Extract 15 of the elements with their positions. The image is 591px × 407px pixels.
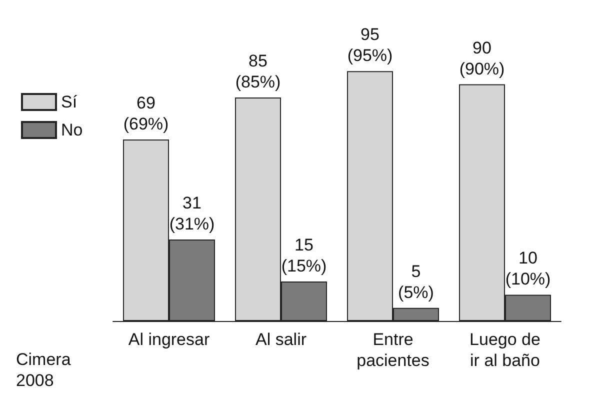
x-tick-label: Entre pacientes: [356, 330, 430, 370]
x-tick-label: Al salir: [255, 330, 307, 349]
data-label: 90 (90%): [459, 38, 505, 78]
data-label: 5 (5%): [398, 262, 434, 302]
text: Cimera 2008: [16, 350, 72, 390]
data-label: 69 (69%): [123, 94, 169, 134]
legend-label: Sí: [61, 92, 78, 112]
data-label: 10 (10%): [505, 248, 551, 289]
x-tick-label: Luego de ir al baño: [470, 330, 540, 370]
data-label: 15 (15%): [281, 236, 327, 276]
data-label: 95 (95%): [347, 25, 393, 66]
data-label: 31 (31%): [169, 193, 215, 234]
legend-label: No: [61, 120, 83, 140]
x-tick-label: Al ingresar: [128, 330, 210, 349]
data-label: 85 (85%): [235, 51, 281, 92]
